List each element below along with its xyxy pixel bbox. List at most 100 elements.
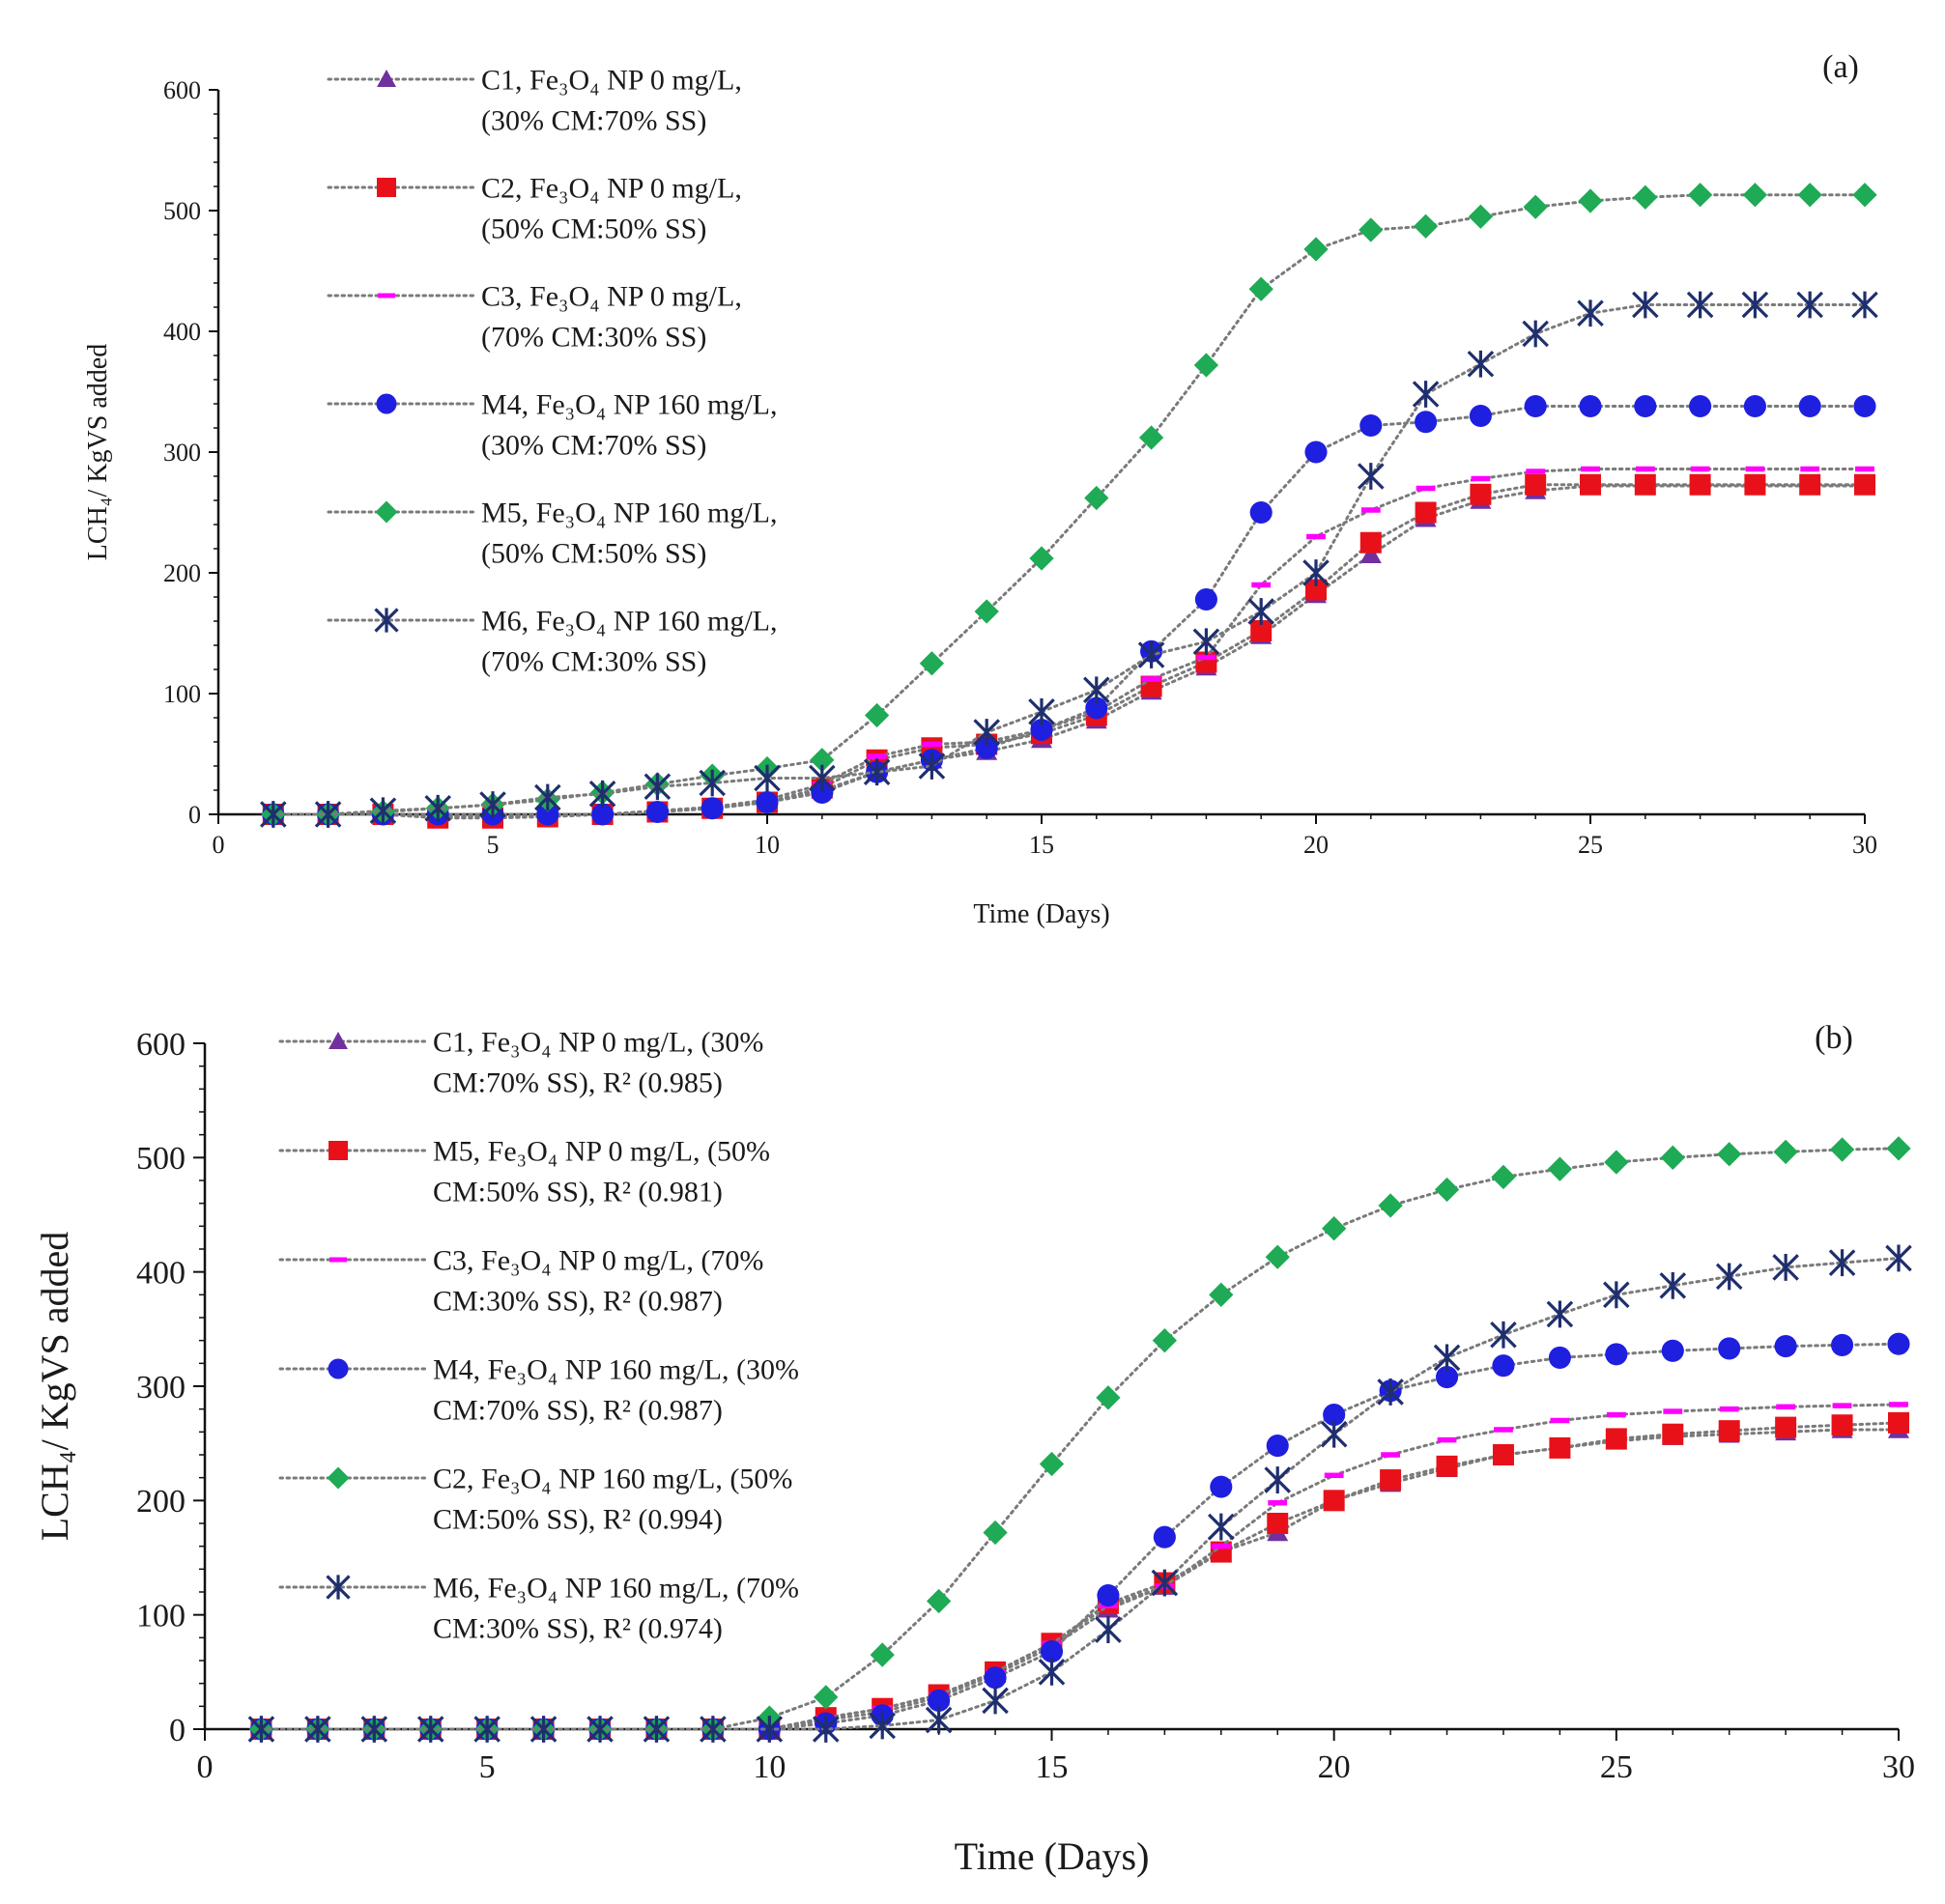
data-point xyxy=(918,753,946,780)
data-point xyxy=(1192,628,1220,656)
data-point xyxy=(1797,183,1822,208)
data-point xyxy=(974,599,999,624)
data-point xyxy=(867,753,887,759)
data-point xyxy=(1634,394,1657,418)
data-point xyxy=(1470,483,1492,505)
data-point xyxy=(1661,1339,1684,1362)
data-point xyxy=(922,741,942,748)
data-point xyxy=(1208,1513,1235,1541)
data-point xyxy=(1888,1411,1909,1434)
data-point xyxy=(1851,291,1878,319)
y-tick-label: 200 xyxy=(163,559,201,587)
data-point xyxy=(1381,1452,1400,1458)
legend-marker xyxy=(328,1358,349,1379)
legend-marker xyxy=(378,293,395,298)
data-point xyxy=(1138,425,1164,450)
legend-entry: M6, Fe₃O₄ NP 160 mg/L, (70% CM:30% SS) xyxy=(327,606,778,678)
series-line xyxy=(259,1403,1901,1731)
legend-label: C3, Fe₃O₄ NP 0 mg/L, (70% xyxy=(433,1245,763,1277)
data-point xyxy=(1038,1658,1066,1686)
data-point xyxy=(1413,213,1439,239)
data-point xyxy=(1852,183,1877,208)
data-point xyxy=(1433,1344,1461,1372)
data-point xyxy=(1715,1263,1743,1291)
y-tick-label: 600 xyxy=(136,1027,186,1063)
data-point xyxy=(1097,1584,1120,1607)
x-axis-label: Time (Days) xyxy=(955,1834,1150,1878)
legend-label-line2: CM:30% SS), R² (0.974) xyxy=(433,1613,723,1645)
data-point xyxy=(1359,531,1382,554)
data-point xyxy=(1832,1403,1852,1408)
legend-entry: C2, Fe₃O₄ NP 0 mg/L, (50% CM:50% SS) xyxy=(327,173,742,245)
data-point xyxy=(1085,696,1108,720)
data-point xyxy=(1193,353,1219,378)
data-point xyxy=(1492,1444,1514,1465)
data-point xyxy=(1039,1451,1065,1477)
data-point xyxy=(1606,1411,1626,1418)
legend-entry: C1, Fe₃O₄ NP 0 mg/L, (30% CM:70% SS) xyxy=(327,65,742,137)
data-point xyxy=(1605,1428,1627,1450)
y-tick-label: 300 xyxy=(163,439,201,467)
y-axis-label: LCH₄/ KgVS added xyxy=(33,1232,76,1542)
data-point xyxy=(1718,1337,1741,1360)
data-point xyxy=(983,1520,1008,1546)
data-point xyxy=(1096,1385,1121,1410)
data-point xyxy=(534,783,561,811)
data-point xyxy=(1378,1193,1403,1218)
data-point xyxy=(1889,1402,1908,1407)
data-point xyxy=(1854,473,1875,496)
data-point xyxy=(1581,466,1600,472)
data-point xyxy=(1885,1244,1912,1272)
data-point xyxy=(1546,1300,1574,1328)
legend-label-line2: CM:70% SS), R² (0.985) xyxy=(433,1067,723,1099)
data-point xyxy=(1152,1328,1178,1353)
legend-label-line2: CM:50% SS), R² (0.994) xyxy=(433,1504,723,1536)
data-point xyxy=(1580,473,1601,496)
x-tick-label: 30 xyxy=(1852,831,1877,859)
data-point xyxy=(536,803,559,826)
data-point xyxy=(1265,1244,1290,1269)
data-point xyxy=(1305,579,1327,601)
series-line xyxy=(259,1256,1901,1731)
data-point xyxy=(1773,1139,1798,1165)
series-line xyxy=(272,303,1867,816)
data-point xyxy=(926,1588,952,1614)
x-tick-label: 15 xyxy=(1029,831,1054,859)
legend-entry: C2, Fe₃O₄ NP 160 mg/L, (50% CM:50% SS), R… xyxy=(278,1464,792,1536)
data-point xyxy=(1194,587,1217,611)
data-point xyxy=(1547,1156,1573,1181)
data-point xyxy=(810,748,835,773)
data-point xyxy=(1577,299,1604,327)
data-point xyxy=(919,651,945,676)
y-tick-label: 0 xyxy=(169,1713,186,1748)
legend-label: M5, Fe₃O₄ NP 160 mg/L, xyxy=(481,497,778,529)
x-tick-label: 10 xyxy=(753,1749,786,1785)
x-tick-label: 5 xyxy=(487,831,500,859)
legend-entry: C3, Fe₃O₄ NP 0 mg/L, (70% CM:30% SS), R² … xyxy=(278,1245,763,1318)
legend-label: C1, Fe₃O₄ NP 0 mg/L, xyxy=(481,65,742,97)
data-point xyxy=(1415,501,1437,524)
x-tick-label: 10 xyxy=(755,831,780,859)
data-point xyxy=(1153,1525,1176,1549)
data-point xyxy=(1831,1333,1854,1356)
legend-label-line2: (30% CM:70% SS) xyxy=(481,105,706,137)
x-tick-label: 5 xyxy=(479,1749,496,1785)
data-point xyxy=(1686,291,1714,319)
data-point xyxy=(1380,1469,1402,1492)
data-point xyxy=(700,1716,727,1743)
data-point xyxy=(1302,559,1330,586)
x-tick-label: 25 xyxy=(1600,1749,1633,1785)
legend-label-line2: (50% CM:50% SS) xyxy=(481,538,706,570)
data-point xyxy=(1799,473,1821,496)
data-point xyxy=(1196,654,1216,661)
data-point xyxy=(1634,473,1656,496)
legend-entry: M5, Fe₃O₄ NP 160 mg/L, (50% CM:50% SS) xyxy=(327,497,778,570)
legend-entry: M5, Fe₃O₄ NP 0 mg/L, (50% CM:50% SS), R² … xyxy=(278,1136,770,1208)
panel-label: (b) xyxy=(1815,1020,1853,1056)
data-point xyxy=(1523,194,1548,219)
data-point xyxy=(1250,620,1273,641)
y-tick-label: 400 xyxy=(136,1256,186,1292)
legend-marker xyxy=(329,1257,347,1263)
